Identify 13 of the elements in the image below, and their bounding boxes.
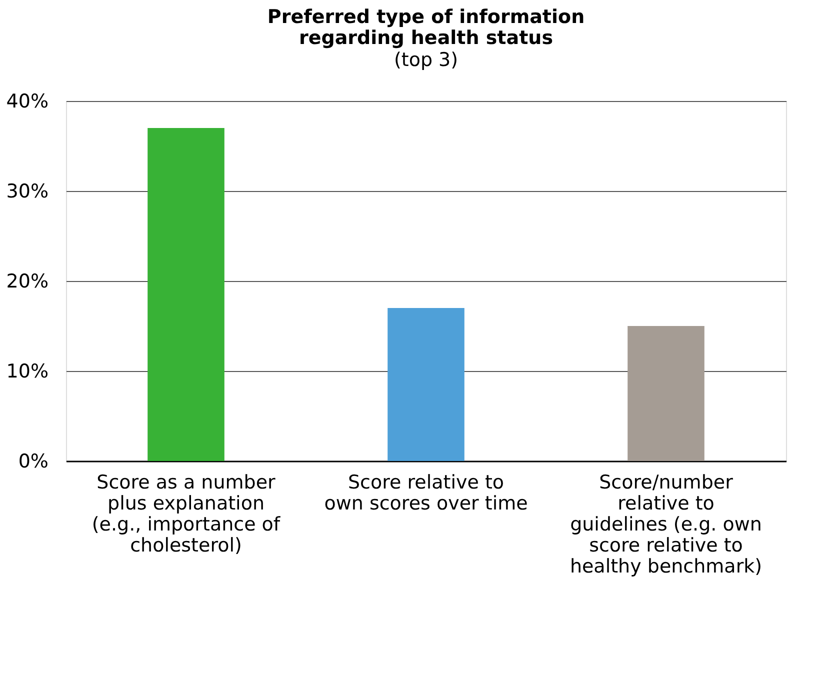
bar [148, 128, 224, 461]
y-tick-label: 10% [6, 360, 48, 382]
y-tick-label: 20% [6, 270, 48, 292]
x-tick-label: Score as a number plus explanation (e.g., importance of cholesterol) [92, 472, 282, 556]
y-tick-label: 40% [6, 90, 48, 112]
chart-subtitle: (top 3) [394, 49, 458, 71]
bar [388, 308, 464, 461]
y-tick-label: 0% [18, 450, 48, 472]
x-tick-label: Score/number relative to guidelines (e.g. own score relative to healthy benchmark) [570, 472, 762, 578]
bar [628, 326, 704, 461]
x-tick-label: Score relative to own scores over time [324, 472, 528, 514]
chart-title: Preferred type of information regarding health status [267, 6, 585, 49]
y-tick-label: 30% [6, 180, 48, 202]
